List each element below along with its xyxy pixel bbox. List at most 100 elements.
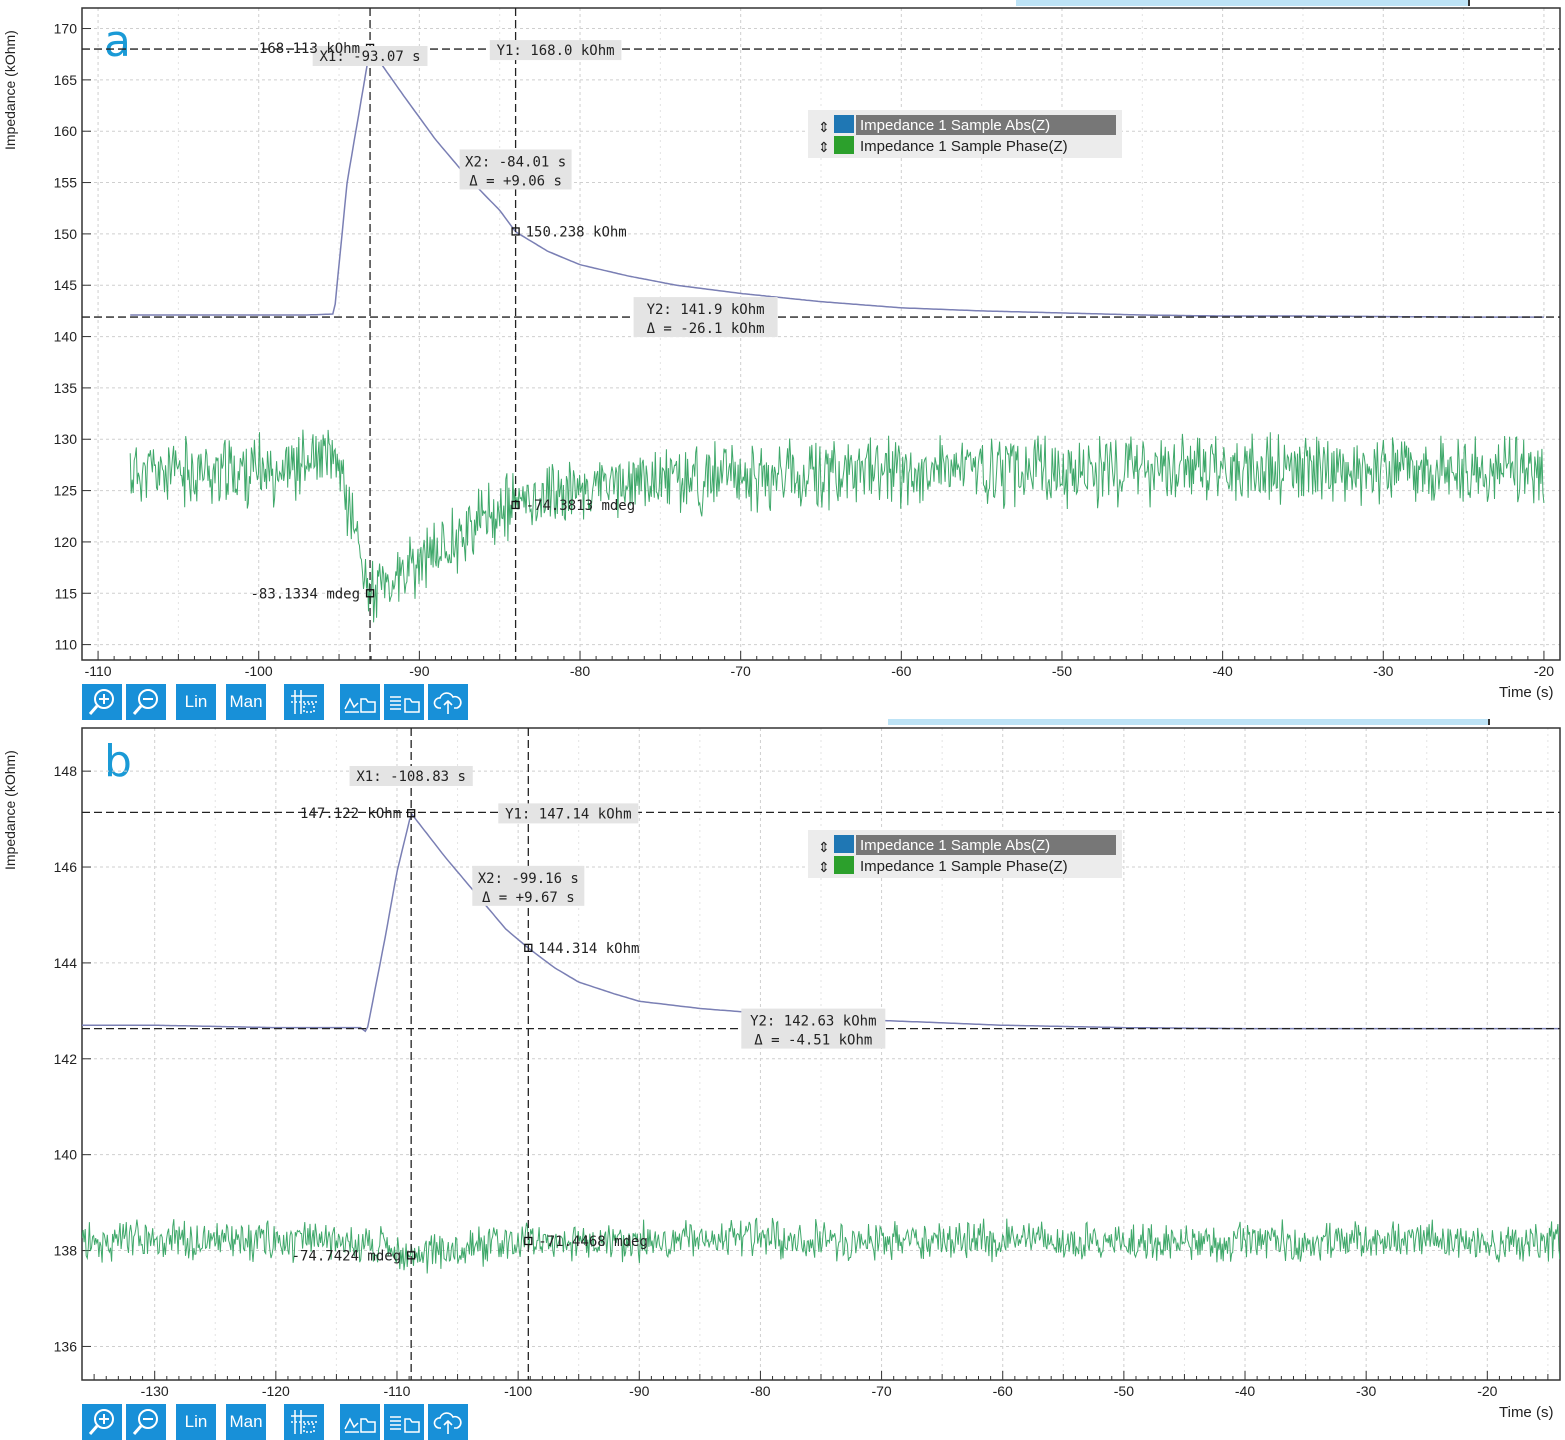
x-axis-label-a: Time (s)	[1499, 684, 1554, 701]
cursor-x2-delta: Δ = +9.06 s	[469, 173, 562, 189]
cloud-upload-button[interactable]	[428, 1404, 468, 1440]
y-tick-label: 138	[54, 1243, 78, 1259]
manual-range-button[interactable]: Man	[226, 684, 266, 720]
cloud-upload-icon	[433, 692, 462, 714]
cursor-x1-label: X1: -108.83 s	[356, 769, 466, 785]
x-tick-label: -80	[570, 663, 590, 679]
zoom-out-icon	[132, 1409, 158, 1435]
y-tick-label: 150	[54, 226, 78, 242]
cursor-x2-delta: Δ = +9.67 s	[482, 890, 575, 906]
x-tick-label: -70	[731, 663, 751, 679]
x-tick-label: -50	[1052, 663, 1072, 679]
cursor-grid-icon	[291, 1410, 317, 1434]
legend-sort-icon: ⇕	[818, 119, 830, 135]
x-tick-label: -30	[1356, 1383, 1376, 1399]
range-selector-b[interactable]	[888, 719, 1490, 725]
cursor-y1-label-box	[498, 803, 639, 824]
legend-highlight	[856, 115, 1116, 135]
x-tick-label: -20	[1477, 1383, 1497, 1399]
zoom-out-button[interactable]	[126, 1404, 166, 1440]
cursor-y2-box	[741, 1008, 886, 1049]
data-export-button[interactable]	[384, 1404, 424, 1440]
x-tick-label: -110	[85, 663, 112, 679]
cursor-x2-label: X2: -84.01 s	[465, 154, 566, 170]
legend-label-phase: Impedance 1 Sample Phase(Z)	[860, 138, 1068, 155]
cursor-x1-label-box	[349, 766, 473, 786]
y-tick-label: 125	[54, 483, 78, 499]
series-abs-line	[130, 46, 1544, 318]
x-tick-label: -80	[750, 1383, 770, 1399]
cloud-upload-button[interactable]	[428, 684, 468, 720]
x-tick-label: -60	[993, 1383, 1013, 1399]
legend-label-phase: Impedance 1 Sample Phase(Z)	[860, 858, 1068, 875]
y-tick-label: 115	[55, 585, 78, 601]
legend-sort-icon: ⇕	[818, 839, 830, 855]
y-tick-label: 165	[54, 72, 78, 88]
data-export-icon	[390, 1416, 420, 1433]
x-tick-label: -100	[245, 663, 273, 679]
data-export-button[interactable]	[384, 684, 424, 720]
cursor-y2-box	[633, 297, 778, 338]
x-tick-label: -130	[141, 1383, 169, 1399]
panel-letter-a: a	[104, 16, 131, 67]
series-phase-line	[129, 429, 1545, 623]
y-tick-label: 142	[54, 1051, 78, 1067]
abs-value-at-x2: 150.238 kOhm	[526, 224, 627, 240]
cursor-marker	[511, 500, 520, 510]
x-tick-label: -70	[871, 1383, 891, 1399]
x-tick-label: -20	[1534, 663, 1554, 679]
zoom-in-icon	[88, 689, 114, 715]
cursor-grid-button[interactable]	[284, 684, 324, 720]
zoom-in-button[interactable]	[82, 684, 122, 720]
cursor-grid-button[interactable]	[284, 1404, 324, 1440]
abs-value-at-x1: 168.113 kOhm	[259, 41, 360, 57]
data-export-icon	[390, 696, 420, 713]
legend-sort-icon: ⇕	[818, 139, 830, 155]
y-tick-label: 145	[54, 277, 78, 293]
cursor-marker	[365, 589, 375, 598]
zoom-in-button[interactable]	[82, 1404, 122, 1440]
zoom-out-button[interactable]	[126, 684, 166, 720]
cursor-y2-delta: Δ = -4.51 kOhm	[754, 1033, 872, 1049]
y-tick-label: 120	[54, 534, 78, 550]
legend-swatch-abs	[834, 115, 854, 133]
x-tick-label: -100	[504, 1383, 532, 1399]
lin-scale-button[interactable]: Lin	[176, 684, 216, 720]
x-tick-label: -50	[1114, 1383, 1134, 1399]
plot-export-button[interactable]	[340, 684, 380, 720]
cursor-grid-icon	[291, 690, 317, 714]
phase-value-at-x1: -74.7424 mdeg	[292, 1248, 402, 1264]
plot-export-icon	[344, 697, 376, 713]
cursor-x1-label: X1: -93.07 s	[319, 49, 420, 65]
y-tick-label: 155	[54, 175, 78, 191]
x-axis-label-b: Time (s)	[1499, 1404, 1554, 1421]
range-selector-a[interactable]	[1016, 0, 1470, 6]
manual-range-button[interactable]: Man	[226, 1404, 266, 1440]
cursor-y2-label: Y2: 141.9 kOhm	[647, 302, 765, 318]
cursor-y2-delta: Δ = -26.1 kOhm	[647, 321, 765, 337]
cursor-marker	[524, 943, 533, 953]
y-tick-label: 140	[54, 1147, 78, 1163]
zoom-in-icon	[88, 1409, 114, 1435]
zoom-out-icon	[132, 689, 158, 715]
y-tick-label: 130	[54, 431, 78, 447]
plot-export-button[interactable]	[340, 1404, 380, 1440]
legend-swatch-phase	[834, 136, 854, 154]
plot-area-b: -130 -120 -110 -100 -90 -80 -70 -60 -50 -40 -30 -20…	[54, 727, 1561, 1399]
phase-value-at-x2: -71.4468 mdeg	[538, 1234, 648, 1250]
legend-sort-icon: ⇕	[818, 859, 830, 875]
y-tick-label: 170	[54, 21, 78, 37]
cursor-y1-label: Y1: 147.14 kOhm	[505, 806, 631, 822]
cursor-x1-label-box	[312, 46, 428, 66]
toolbar-a: Lin Man	[0, 682, 480, 722]
y-tick-label: 160	[54, 123, 78, 139]
cursor-x2-box	[459, 149, 572, 190]
abs-value-at-x2: 144.314 kOhm	[538, 941, 639, 957]
cloud-upload-icon	[433, 1412, 462, 1434]
x-tick-label: -90	[629, 1383, 649, 1399]
cursor-y2-label: Y2: 142.63 kOhm	[750, 1014, 876, 1030]
lin-scale-button[interactable]: Lin	[176, 1404, 216, 1440]
cursor-marker	[407, 809, 416, 818]
plot-export-icon	[344, 1417, 376, 1433]
